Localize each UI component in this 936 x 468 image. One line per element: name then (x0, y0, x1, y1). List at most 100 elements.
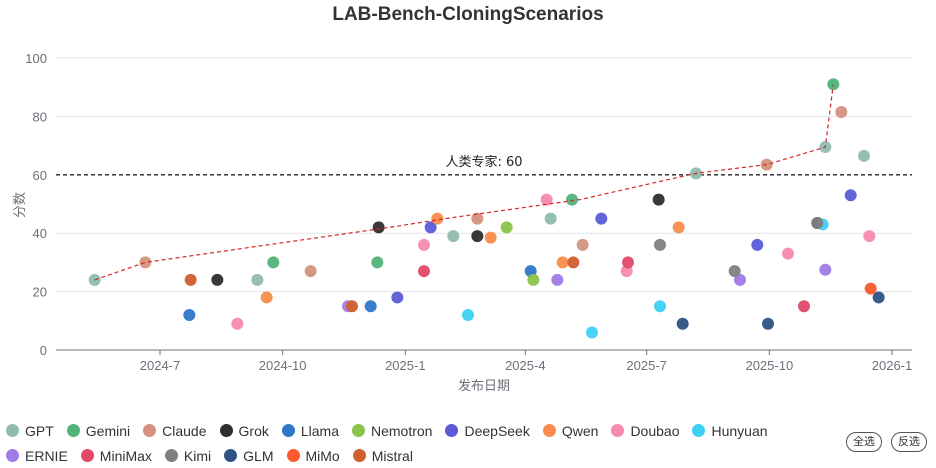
point-llama (183, 308, 196, 321)
point-mistral (184, 273, 197, 286)
point-minimax (622, 256, 634, 269)
point-qwen (431, 212, 444, 225)
x-axis: 2024-7 2024-10 2025-1 2025-4 2025-7 2025-10 20… (56, 349, 912, 373)
x-tick-label: 2026-1 (872, 358, 912, 373)
legend-label: Mistral (371, 447, 413, 464)
legend-item-qwen[interactable]: Qwen (542, 418, 599, 443)
grid-lines (56, 57, 912, 293)
x-tick-label: 2024-10 (259, 358, 307, 373)
point-gemini (371, 256, 384, 269)
legend-label: GPT (25, 422, 54, 439)
legend-item-llama[interactable]: Llama (281, 418, 339, 443)
legend-item-glm[interactable]: GLM (224, 443, 274, 468)
point-claude (304, 265, 317, 278)
point-gpt (858, 149, 870, 162)
point-gpt (88, 273, 101, 286)
legend-marker-icon (143, 424, 157, 437)
legend-label: DeepSeek (464, 422, 530, 439)
point-nemotron (500, 221, 513, 234)
legend-item-gemini[interactable]: Gemini (66, 418, 130, 443)
point-llama (364, 300, 377, 313)
legend-label: ERNIE (25, 447, 68, 464)
legend-item-claude[interactable]: Claude (143, 418, 207, 443)
point-gpt (544, 212, 557, 225)
point-grok (211, 273, 224, 286)
point-glm (676, 317, 689, 330)
y-tick-label: 20 (33, 285, 47, 300)
x-tick-label: 2025-7 (626, 358, 666, 373)
frontier-line (94, 84, 834, 281)
point-qwen (484, 231, 497, 244)
point-glm (762, 317, 774, 330)
legend-marker-icon (80, 449, 94, 462)
point-grok (372, 221, 385, 234)
point-hunyuan (586, 326, 598, 339)
point-doubao (863, 230, 876, 243)
legend-item-deepseek[interactable]: DeepSeek (445, 418, 530, 443)
point-deepseek (424, 221, 437, 234)
x-tick-label: 2025-10 (745, 358, 793, 373)
legend-marker-icon (66, 424, 80, 437)
legend-marker-icon (692, 424, 706, 437)
x-tick-label: 2025-4 (505, 358, 545, 373)
legend-item-ernie[interactable]: ERNIE (6, 443, 68, 468)
point-qwen (672, 221, 685, 234)
point-ernie (551, 273, 564, 286)
point-doubao (782, 247, 794, 260)
point-mimo (864, 282, 877, 295)
legend-item-mimo[interactable]: MiMo (286, 443, 340, 468)
legend-marker-icon (6, 424, 19, 437)
point-deepseek (391, 291, 404, 304)
point-kimi (811, 216, 824, 229)
point-claude (471, 212, 484, 225)
point-gemini (566, 193, 578, 206)
legend-label: MiMo (305, 447, 340, 464)
legend-label: Llama (300, 422, 339, 439)
legend-label: GLM (243, 447, 274, 464)
legend-label: Claude (162, 422, 207, 439)
legend-item-mistral[interactable]: Mistral (352, 443, 413, 468)
point-hunyuan (654, 300, 666, 313)
legend: GPT Gemini Claude Grok Llama Nemotron DeepSeek… (6, 418, 836, 468)
select-all-button[interactable]: 全选 (846, 432, 882, 452)
x-axis-label: 发布日期 (458, 378, 510, 394)
x-tick-label: 2025-1 (385, 358, 425, 373)
point-minimax (798, 300, 810, 313)
point-kimi (654, 238, 666, 251)
legend-item-grok[interactable]: Grok (219, 418, 269, 443)
legend-item-doubao[interactable]: Doubao (611, 418, 679, 443)
point-gpt (251, 273, 264, 286)
chart-title: LAB-Bench-CloningScenarios (332, 4, 604, 25)
point-grok (471, 230, 484, 243)
point-doubao (540, 193, 553, 206)
point-qwen (260, 291, 273, 304)
legend-marker-icon (445, 424, 459, 437)
legend-label: Qwen (561, 422, 599, 439)
legend-label: Kimi (183, 447, 212, 464)
y-axis-ticks: 0 20 40 60 80 100 (25, 51, 47, 358)
legend-item-kimi[interactable]: Kimi (164, 443, 212, 468)
point-nemotron (527, 273, 540, 286)
invert-selection-button[interactable]: 反选 (891, 432, 927, 452)
legend-marker-icon (352, 449, 366, 462)
legend-item-hunyuan[interactable]: Hunyuan (692, 418, 768, 443)
legend-item-nemotron[interactable]: Nemotron (352, 418, 432, 443)
point-gpt (447, 230, 460, 243)
data-points (88, 78, 885, 339)
legend-item-gpt[interactable]: GPT (6, 418, 54, 443)
point-deepseek (751, 238, 764, 251)
legend-marker-icon (352, 424, 365, 437)
point-claude (576, 238, 589, 251)
y-tick-label: 60 (33, 168, 47, 183)
legend-item-minimax[interactable]: MiniMax (80, 443, 152, 468)
legend-marker-icon (542, 424, 556, 437)
legend-marker-icon (164, 449, 178, 462)
point-mistral (346, 300, 358, 313)
x-tick-label: 2024-7 (140, 358, 180, 373)
y-tick-label: 0 (40, 343, 47, 358)
point-qwen (556, 256, 569, 269)
point-claude (139, 256, 152, 269)
point-gemini (827, 78, 840, 91)
human-expert-label: 人类专家: 60 (445, 154, 522, 170)
